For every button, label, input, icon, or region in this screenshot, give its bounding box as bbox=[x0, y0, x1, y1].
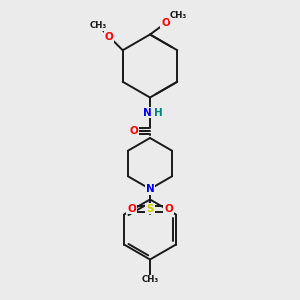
Text: N: N bbox=[142, 107, 152, 118]
Text: O: O bbox=[129, 126, 138, 136]
Text: N: N bbox=[146, 184, 154, 194]
Text: CH₃: CH₃ bbox=[141, 275, 159, 284]
Text: S: S bbox=[146, 203, 154, 214]
Text: O: O bbox=[161, 18, 170, 28]
Text: O: O bbox=[164, 203, 173, 214]
Text: CH₃: CH₃ bbox=[169, 11, 187, 20]
Text: O: O bbox=[127, 203, 136, 214]
Text: CH₃: CH₃ bbox=[89, 21, 106, 30]
Text: H: H bbox=[154, 107, 163, 118]
Text: O: O bbox=[105, 32, 114, 42]
